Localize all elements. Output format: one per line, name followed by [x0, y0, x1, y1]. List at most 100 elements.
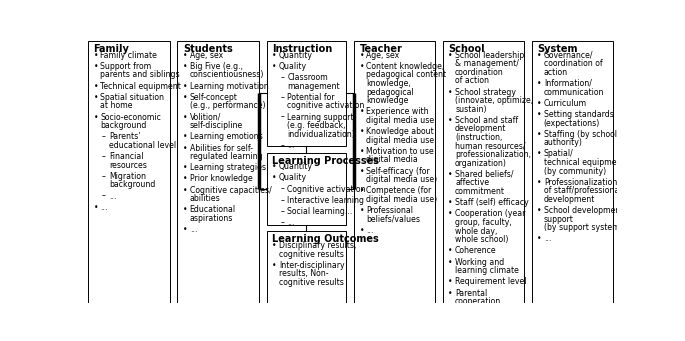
Text: •: • — [448, 209, 453, 219]
Text: •: • — [537, 206, 541, 215]
Text: •: • — [183, 225, 187, 234]
Text: pedagogical content: pedagogical content — [366, 70, 447, 79]
Text: human resources/: human resources/ — [455, 142, 525, 151]
Text: Disciplinary results,: Disciplinary results, — [279, 241, 356, 250]
Text: Cognitive capacities/: Cognitive capacities/ — [190, 186, 271, 195]
Text: aspirations: aspirations — [190, 214, 233, 223]
Text: whole school): whole school) — [455, 235, 508, 244]
Text: •: • — [183, 163, 187, 172]
Text: (by community): (by community) — [544, 167, 606, 176]
Text: •: • — [360, 206, 364, 215]
Text: authority): authority) — [544, 138, 583, 147]
Text: –: – — [280, 218, 284, 227]
Text: Socio-economic: Socio-economic — [101, 113, 162, 121]
Text: Staff (self) efficacy: Staff (self) efficacy — [455, 198, 529, 207]
Text: •: • — [448, 198, 453, 207]
Text: digital media use: digital media use — [366, 136, 434, 145]
Text: cognitive results: cognitive results — [279, 278, 344, 287]
Text: technical equipment: technical equipment — [544, 158, 625, 167]
Text: •: • — [94, 113, 98, 121]
Text: Working and: Working and — [455, 257, 504, 267]
Text: commitment: commitment — [455, 187, 505, 196]
Text: Quality: Quality — [279, 174, 307, 182]
Text: •: • — [448, 88, 453, 97]
Text: Learning Outcomes: Learning Outcomes — [272, 234, 379, 244]
Text: •: • — [183, 186, 187, 195]
Text: –: – — [280, 73, 284, 82]
Text: & management/: & management/ — [455, 59, 519, 68]
Text: organization): organization) — [455, 159, 507, 168]
Text: regulated learning: regulated learning — [190, 152, 262, 161]
Text: Information/: Information/ — [544, 79, 592, 88]
Text: cooperation: cooperation — [455, 297, 501, 306]
Text: •: • — [537, 235, 541, 243]
Text: Age, sex: Age, sex — [190, 50, 223, 60]
Text: results, Non-: results, Non- — [279, 269, 328, 278]
Text: Interactive learning: Interactive learning — [288, 196, 364, 205]
Text: •: • — [537, 50, 541, 60]
Text: management: management — [288, 81, 340, 91]
Text: School: School — [448, 44, 485, 54]
Text: •: • — [360, 147, 364, 156]
Text: beliefs/values: beliefs/values — [366, 215, 421, 224]
Text: •: • — [360, 62, 364, 71]
Text: •: • — [537, 79, 541, 88]
Text: professionalization,: professionalization, — [455, 150, 531, 159]
Text: •: • — [272, 62, 277, 71]
Text: •: • — [94, 203, 98, 212]
Text: communication: communication — [544, 88, 604, 97]
Text: Prior knowledge: Prior knowledge — [190, 175, 253, 183]
Text: (innovate, optimize,: (innovate, optimize, — [455, 96, 533, 105]
Text: coordination: coordination — [455, 68, 504, 77]
Text: School prestige: School prestige — [455, 308, 515, 317]
Text: Learning Processes: Learning Processes — [272, 155, 379, 166]
Text: (expectations): (expectations) — [544, 119, 600, 128]
Text: Age, sex: Age, sex — [366, 50, 400, 60]
Text: •: • — [448, 331, 453, 340]
Text: •: • — [183, 113, 187, 121]
Text: individualization): individualization) — [288, 130, 355, 139]
FancyBboxPatch shape — [354, 41, 435, 303]
Text: •: • — [183, 81, 187, 91]
Text: learning climate: learning climate — [455, 266, 519, 275]
Text: Quantity: Quantity — [279, 50, 313, 60]
Text: •: • — [183, 144, 187, 152]
Text: ...: ... — [544, 235, 551, 243]
Text: Requirement level: Requirement level — [455, 277, 527, 286]
Text: development: development — [544, 195, 595, 204]
Text: –: – — [102, 152, 106, 161]
Text: •: • — [537, 178, 541, 187]
Text: Learning support: Learning support — [288, 113, 354, 121]
Text: Students: Students — [183, 44, 232, 54]
Text: Governance/: Governance/ — [544, 50, 593, 60]
Text: Migration: Migration — [109, 172, 146, 181]
Text: Social learning...: Social learning... — [288, 207, 353, 216]
Text: Professional: Professional — [366, 206, 414, 215]
Text: background: background — [101, 121, 147, 130]
Text: Professionalization: Professionalization — [544, 178, 617, 187]
Text: (by support system): (by support system) — [544, 223, 623, 232]
Text: •: • — [360, 127, 364, 136]
Text: affective: affective — [455, 178, 489, 188]
Text: Content knowledge,: Content knowledge, — [366, 62, 445, 71]
Text: digital media use: digital media use — [366, 116, 434, 125]
Text: (e.g. feedback,: (e.g. feedback, — [288, 121, 346, 130]
Text: –: – — [102, 192, 106, 201]
Text: Setting standards: Setting standards — [544, 110, 614, 119]
Text: •: • — [360, 226, 364, 235]
Text: Motivation to use: Motivation to use — [366, 147, 434, 156]
Text: •: • — [94, 93, 98, 102]
Text: •: • — [537, 99, 541, 108]
Text: •: • — [360, 107, 364, 116]
FancyBboxPatch shape — [266, 231, 347, 303]
FancyBboxPatch shape — [266, 152, 347, 225]
Text: •: • — [360, 187, 364, 195]
Text: ...: ... — [109, 192, 116, 201]
Text: School development: School development — [544, 206, 623, 215]
Text: self-discipline: self-discipline — [190, 121, 243, 130]
Text: •: • — [183, 205, 187, 214]
Text: School strategy: School strategy — [455, 88, 516, 97]
Text: digital media use): digital media use) — [366, 195, 438, 204]
Text: ...: ... — [288, 218, 295, 227]
Text: Technical equipment: Technical equipment — [101, 81, 182, 91]
